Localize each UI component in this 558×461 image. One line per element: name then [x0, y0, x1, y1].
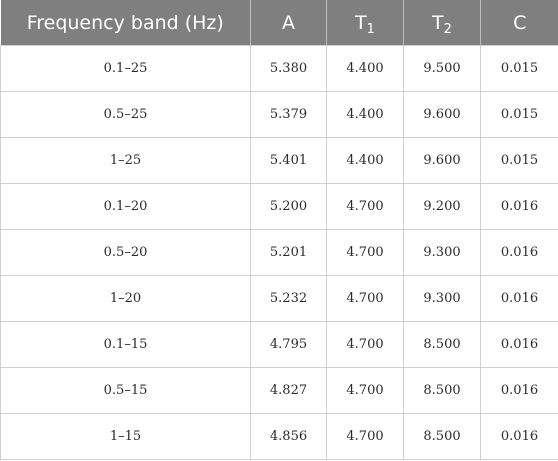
cell-a: 4.827: [250, 367, 327, 414]
table-row: 0.1–20 5.200 4.700 9.200 0.016: [0, 183, 558, 230]
header-label: Frequency band (Hz): [26, 11, 224, 34]
cell-frequency-band: 0.1–20: [0, 183, 251, 230]
cell-t1: 4.700: [326, 367, 404, 414]
cell-a: 5.379: [250, 91, 327, 138]
cell-a: 5.232: [250, 275, 327, 322]
cell-c: 0.016: [480, 275, 558, 322]
table-row: 0.1–25 5.380 4.400 9.500 0.015: [0, 45, 558, 92]
header-label: A: [282, 11, 295, 34]
table-header: Frequency band (Hz) A T1 T2 C: [0, 0, 558, 46]
cell-a: 4.856: [250, 413, 327, 460]
cell-a: 4.795: [250, 321, 327, 368]
cell-c: 0.015: [480, 91, 558, 138]
cell-t2: 9.600: [403, 91, 481, 138]
header-subscript: 2: [443, 21, 452, 37]
cell-frequency-band: 1–15: [0, 413, 251, 460]
cell-t1: 4.700: [326, 229, 404, 276]
cell-frequency-band: 0.5–25: [0, 91, 251, 138]
header-label: C: [513, 11, 527, 34]
table-row: 1–20 5.232 4.700 9.300 0.016: [0, 275, 558, 322]
header-c: C: [480, 0, 558, 46]
cell-frequency-band: 0.5–15: [0, 367, 251, 414]
cell-t1: 4.700: [326, 321, 404, 368]
cell-a: 5.201: [250, 229, 327, 276]
header-frequency-band: Frequency band (Hz): [0, 0, 251, 46]
header-subscript: 1: [366, 21, 375, 37]
cell-t2: 9.600: [403, 137, 481, 184]
table-row: 1–25 5.401 4.400 9.600 0.015: [0, 137, 558, 184]
cell-t2: 9.200: [403, 183, 481, 230]
cell-t2: 8.500: [403, 413, 481, 460]
cell-c: 0.015: [480, 45, 558, 92]
cell-t2: 9.500: [403, 45, 481, 92]
cell-frequency-band: 0.5–20: [0, 229, 251, 276]
cell-frequency-band: 1–20: [0, 275, 251, 322]
header-t1: T1: [326, 0, 404, 46]
cell-t2: 9.300: [403, 275, 481, 322]
cell-t2: 8.500: [403, 367, 481, 414]
cell-a: 5.401: [250, 137, 327, 184]
cell-c: 0.016: [480, 321, 558, 368]
cell-c: 0.016: [480, 229, 558, 276]
cell-frequency-band: 0.1–25: [0, 45, 251, 92]
table-row: 1–15 4.856 4.700 8.500 0.016: [0, 413, 558, 460]
cell-t2: 9.300: [403, 229, 481, 276]
header-row: Frequency band (Hz) A T1 T2 C: [0, 0, 558, 46]
header-label: T: [432, 11, 444, 34]
table-row: 0.5–20 5.201 4.700 9.300 0.016: [0, 229, 558, 276]
cell-t1: 4.400: [326, 91, 404, 138]
table-body: 0.1–25 5.380 4.400 9.500 0.015 0.5–25 5.…: [0, 45, 558, 460]
table-row: 0.1–15 4.795 4.700 8.500 0.016: [0, 321, 558, 368]
cell-frequency-band: 1–25: [0, 137, 251, 184]
cell-t2: 8.500: [403, 321, 481, 368]
table-row: 0.5–15 4.827 4.700 8.500 0.016: [0, 367, 558, 414]
cell-c: 0.016: [480, 413, 558, 460]
header-label: T: [355, 11, 367, 34]
cell-a: 5.380: [250, 45, 327, 92]
cell-c: 0.016: [480, 183, 558, 230]
cell-t1: 4.400: [326, 45, 404, 92]
header-t2: T2: [403, 0, 481, 46]
cell-t1: 4.400: [326, 137, 404, 184]
cell-c: 0.016: [480, 367, 558, 414]
cell-a: 5.200: [250, 183, 327, 230]
cell-t1: 4.700: [326, 413, 404, 460]
header-a: A: [250, 0, 327, 46]
cell-c: 0.015: [480, 137, 558, 184]
cell-t1: 4.700: [326, 183, 404, 230]
cell-t1: 4.700: [326, 275, 404, 322]
cell-frequency-band: 0.1–15: [0, 321, 251, 368]
table-row: 0.5–25 5.379 4.400 9.600 0.015: [0, 91, 558, 138]
